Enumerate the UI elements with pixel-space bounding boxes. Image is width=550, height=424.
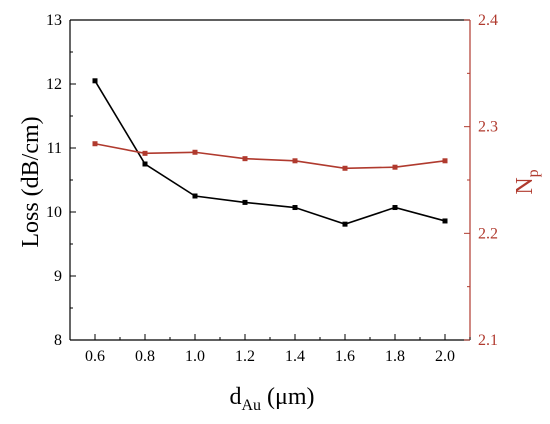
np-series-line <box>94 142 446 170</box>
y-right-axis-title-main: N <box>512 177 538 194</box>
series-layer <box>92 78 448 227</box>
x-tick-label: 1.2 <box>235 348 255 365</box>
x-axis-title-sub: Au <box>241 397 261 414</box>
x-tick-label: 1.4 <box>285 348 305 365</box>
x-tick-label: 1.8 <box>385 348 405 365</box>
x-axis-title-rest: (μm) <box>261 384 315 410</box>
y-right-tick-label: 2.3 <box>478 119 498 136</box>
loss-data-point <box>292 205 298 211</box>
y-left-tick-label: 11 <box>47 140 62 157</box>
y-left-tick-label: 8 <box>54 332 62 349</box>
x-tick-label: 0.8 <box>135 348 155 365</box>
x-tick-label: 1.6 <box>335 348 355 365</box>
np-data-point <box>192 149 198 155</box>
axis-labels: Loss (dB/cm) dAu (μm) Np <box>18 116 542 414</box>
loss-data-point <box>392 205 398 211</box>
y-left-axis-title: Loss (dB/cm) <box>18 116 44 247</box>
x-tick-label: 0.6 <box>85 348 105 365</box>
y-right-tick-label: 2.2 <box>478 225 498 242</box>
y-left-tick-label: 12 <box>46 76 62 93</box>
y-right-axis-title-sub: p <box>525 169 542 177</box>
loss-data-point <box>242 199 248 205</box>
y-right-tick-label: 2.4 <box>478 12 498 29</box>
y-right-axis-title: Np <box>512 169 542 194</box>
y-left-tick-label: 10 <box>46 204 62 221</box>
np-data-point <box>142 150 148 156</box>
np-data-point <box>92 141 98 147</box>
x-axis-title: dAu (μm) <box>229 384 314 414</box>
y-left-tick-label: 13 <box>46 12 62 29</box>
axes: 0.6 0.8 1.0 1.2 1.4 1.6 1.8 2.0 8 9 10 11 12 13 2.1 2.2… <box>46 12 498 365</box>
x-axis-title-main: d <box>229 384 241 410</box>
loss-data-point <box>92 78 98 84</box>
loss-series-line <box>94 80 446 226</box>
y-left-tick-label: 9 <box>54 268 62 285</box>
np-data-point <box>342 165 348 171</box>
y-right-tick-label: 2.1 <box>478 332 498 349</box>
loss-data-point <box>342 221 348 227</box>
np-data-point <box>242 156 248 162</box>
np-data-point <box>392 164 398 170</box>
loss-data-point <box>192 193 198 199</box>
x-tick-label: 1.0 <box>185 348 205 365</box>
np-data-point <box>442 158 448 164</box>
loss-data-point <box>442 218 448 224</box>
np-data-point <box>292 158 298 164</box>
loss-data-point <box>142 161 148 167</box>
x-tick-label: 2.0 <box>435 348 455 365</box>
